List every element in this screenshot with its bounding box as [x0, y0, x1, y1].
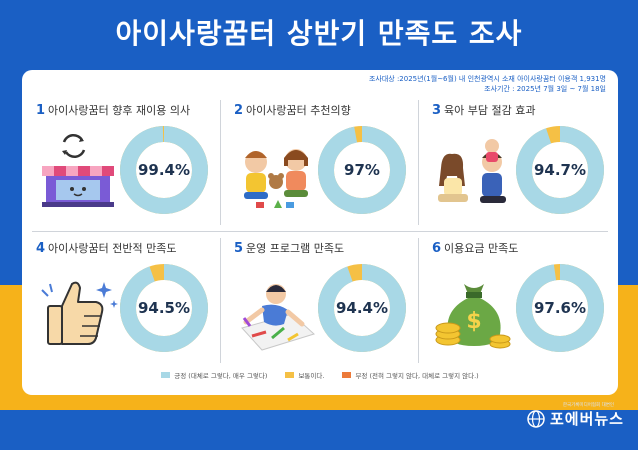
donut-value: 97%	[344, 161, 380, 179]
donut-value: 99.4%	[137, 161, 191, 179]
legend-item-negative: 부정 (전혀 그렇지 않다, 대체로 그렇지 않다.)	[342, 370, 479, 380]
stat-cell-2: 2 아이사랑꿈터 추천의향 97%	[224, 98, 414, 228]
donut-chart-4	[120, 264, 208, 352]
child-drawing-icon	[241, 284, 315, 351]
thumbs-up-icon	[41, 281, 118, 345]
donut-positive-arc	[516, 126, 604, 214]
donut-value: 97.6%	[533, 299, 587, 317]
stat-cell-3: 3 육아 부담 절감 효과 94.7%	[422, 98, 612, 228]
divider	[418, 100, 419, 225]
page-title: 아이사랑꿈터 상반기 만족도 조사	[115, 17, 523, 50]
stat-title: 4 아이사랑꿈터 전반적 만족도	[36, 241, 177, 256]
survey-period: 조사기간 : 2025년 7월 3일 ~ 7월 18일	[484, 85, 606, 93]
stat-title: 6 이용요금 만족도	[432, 241, 519, 256]
donut-positive-arc	[516, 264, 604, 352]
donut-positive-arc	[318, 264, 406, 352]
donut-positive-arc	[120, 264, 208, 352]
stat-cell-1: 1 아이사랑꿈터 향후 재이용 의사 99.4	[26, 98, 216, 228]
donut-chart-1	[120, 126, 208, 214]
legend-swatch	[285, 372, 295, 378]
divider	[418, 238, 419, 363]
stat-title: 2 아이사랑꿈터 추천의향	[234, 103, 351, 118]
donut-chart-2	[318, 126, 406, 214]
chart-legend: 긍정 (대체로 그렇다, 매우 그렇다) 보통이다. 부정 (전혀 그렇지 않다…	[22, 370, 618, 380]
stat-title: 3 육아 부담 절감 효과	[432, 103, 536, 118]
svg-text:$: $	[466, 309, 481, 334]
stat-title: 1 아이사랑꿈터 향후 재이용 의사	[36, 103, 191, 118]
donut-value: 94.5%	[137, 299, 191, 317]
survey-target: 조사대상 :2025년(1월~6월) 내 인천광역시 소재 아이사랑꿈터 이용객…	[368, 75, 606, 83]
divider	[32, 231, 608, 232]
logo-subtitle: 한국기록미디어협회 대변인	[562, 403, 614, 408]
publisher-logo: 한국기록미디어협회 대변인 포에버뉴스	[527, 403, 624, 429]
logo-text: 포에버뉴스	[549, 410, 624, 428]
legend-swatch	[161, 372, 171, 378]
donut-positive-arc	[120, 126, 208, 214]
legend-label: 부정 (전혀 그렇지 않다, 대체로 그렇지 않다.)	[355, 372, 479, 380]
legend-swatch	[342, 372, 352, 378]
legend-label: 긍정 (대체로 그렇다, 매우 그렇다)	[174, 372, 268, 380]
stat-cell-6: 6 이용요금 만족도 $ 97.6%	[422, 236, 612, 366]
donut-chart-6	[516, 264, 604, 352]
family-icon	[438, 139, 506, 203]
shop-icon	[42, 133, 114, 207]
donut-value: 94.4%	[335, 299, 389, 317]
donut-value: 94.7%	[533, 161, 587, 179]
globe-icon	[527, 409, 545, 428]
donut-positive-arc	[318, 126, 406, 214]
legend-label: 보통이다.	[298, 372, 325, 380]
legend-item-positive: 긍정 (대체로 그렇다, 매우 그렇다)	[161, 370, 267, 380]
stat-cell-4: 4 아이사랑꿈터 전반적 만족도 94.5%	[26, 236, 216, 366]
stat-title: 5 운영 프로그램 만족도	[234, 241, 345, 256]
donut-chart-3	[516, 126, 604, 214]
stat-cell-5: 5 운영 프로그램 만족도 94.4%	[224, 236, 414, 366]
divider	[220, 100, 221, 225]
kids-playing-icon	[244, 149, 308, 208]
divider	[220, 238, 221, 363]
money-bag-icon: $	[435, 284, 511, 349]
survey-card: 조사대상 :2025년(1월~6월) 내 인천광역시 소재 아이사랑꿈터 이용객…	[22, 70, 618, 395]
legend-item-neutral: 보통이다.	[285, 370, 324, 380]
donut-chart-5	[318, 264, 406, 352]
